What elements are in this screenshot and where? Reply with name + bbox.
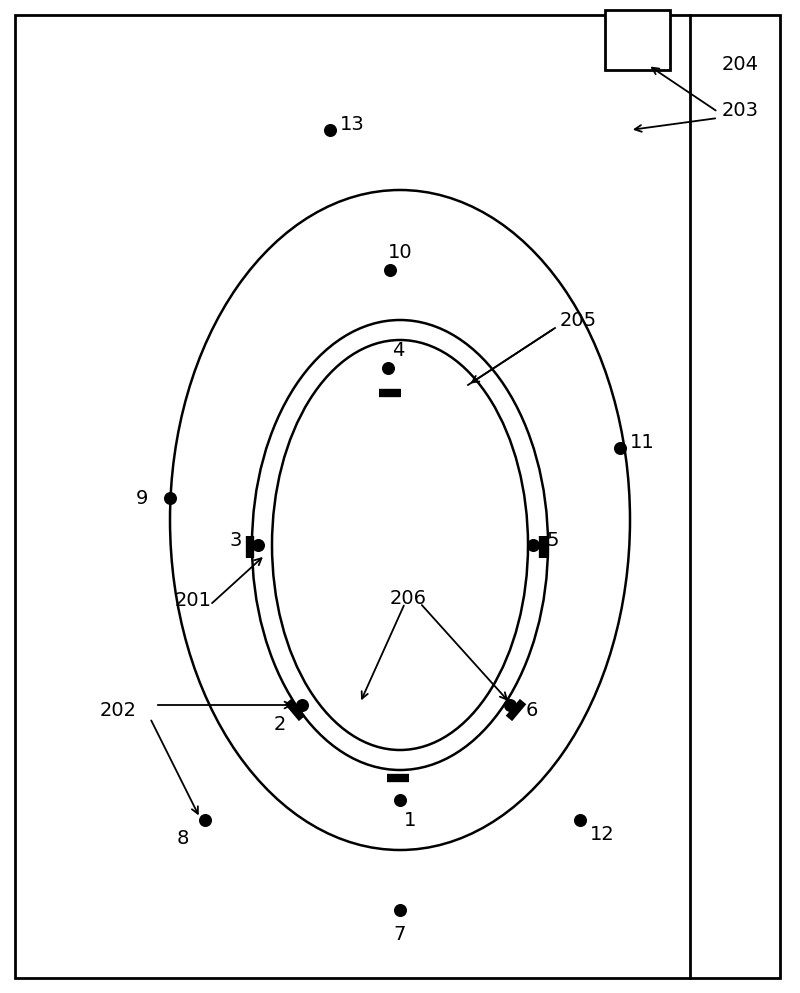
Text: 2: 2 (274, 716, 286, 735)
Bar (605, 10, 670, 70)
Point (504, 697, 517, 713)
Text: 206: 206 (390, 589, 427, 608)
Text: 204: 204 (722, 56, 759, 74)
Text: 8: 8 (177, 828, 189, 847)
Text: 4: 4 (392, 341, 404, 359)
Point (198, 812, 211, 828)
Point (574, 812, 586, 828)
Point (526, 537, 539, 553)
Text: 203: 203 (722, 100, 759, 119)
Text: 6: 6 (526, 700, 538, 720)
Text: 9: 9 (136, 489, 148, 507)
Text: 10: 10 (388, 242, 412, 261)
Text: 1: 1 (404, 810, 416, 829)
Text: 3: 3 (230, 530, 242, 549)
Text: 205: 205 (560, 311, 597, 330)
Text: 201: 201 (175, 591, 212, 610)
Text: 5: 5 (546, 530, 559, 549)
Point (394, 902, 406, 918)
Text: 7: 7 (394, 925, 406, 944)
Text: 202: 202 (100, 700, 137, 720)
Point (296, 697, 309, 713)
Point (323, 122, 337, 138)
Point (394, 792, 406, 808)
Point (384, 262, 397, 278)
Point (382, 360, 394, 376)
Point (163, 491, 176, 506)
Text: 11: 11 (630, 434, 654, 453)
Point (251, 537, 264, 553)
Text: 12: 12 (590, 825, 614, 844)
Point (614, 440, 626, 456)
Text: 13: 13 (340, 115, 364, 134)
